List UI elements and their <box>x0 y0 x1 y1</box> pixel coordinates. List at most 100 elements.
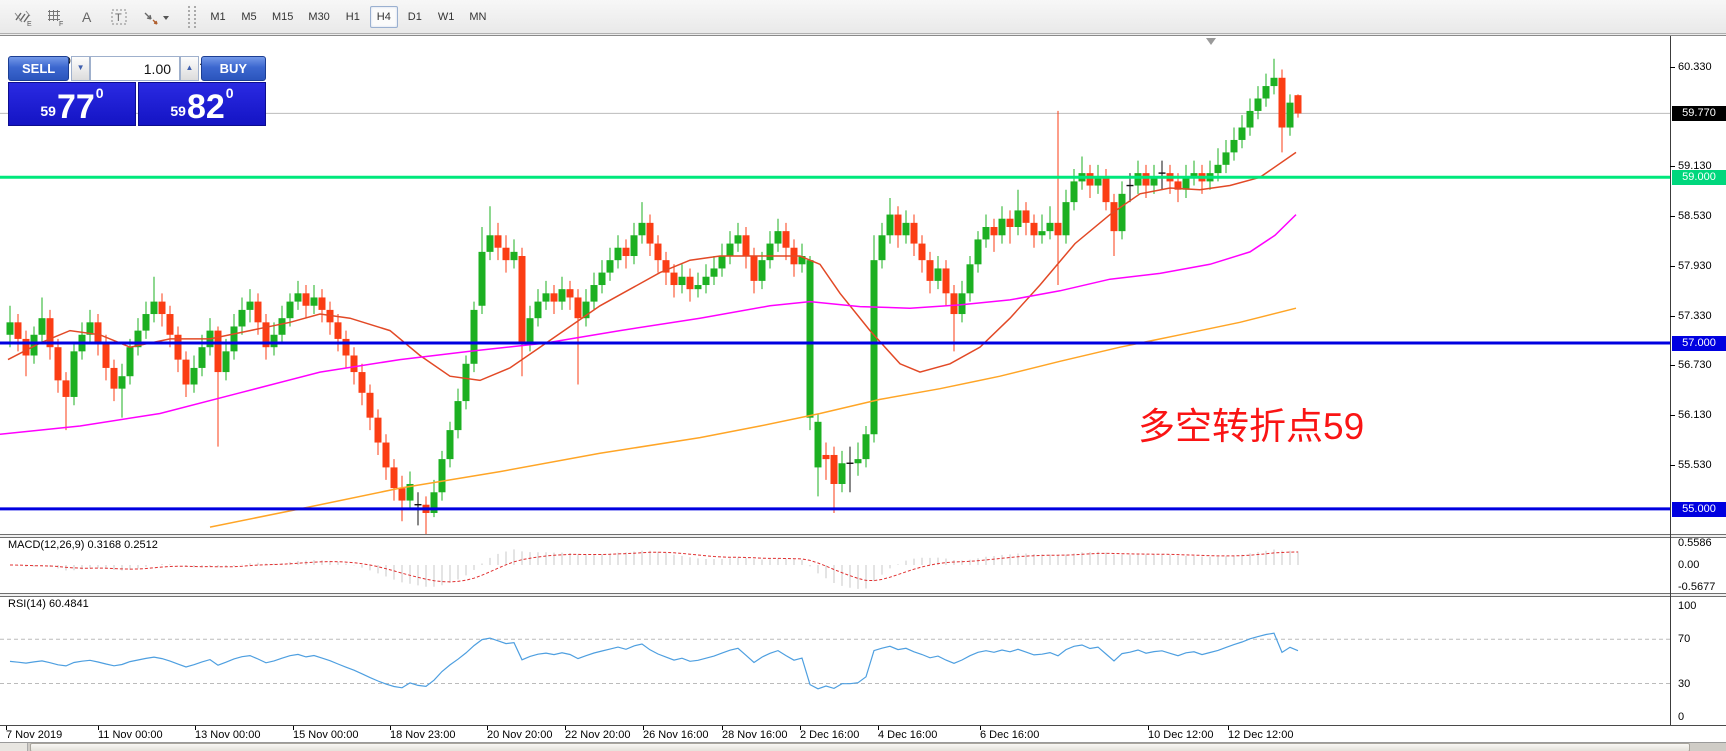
pane-separator[interactable] <box>0 593 1726 597</box>
volume-decrease-button[interactable]: ▼ <box>71 56 91 81</box>
timeframe-button-m5[interactable]: M5 <box>241 10 257 23</box>
text-box-icon: T <box>111 9 127 24</box>
svg-text:T: T <box>115 12 122 24</box>
macd-pane[interactable]: MACD(12,26,9) 0.3168 0.2512 <box>0 538 1726 593</box>
buy-price-display[interactable]: 59 82 0 <box>138 82 266 126</box>
buy-button[interactable]: BUY <box>200 56 266 81</box>
arrows-button[interactable] <box>136 4 176 30</box>
scrollbar-left-box[interactable] <box>0 743 28 751</box>
time-axis-label: 11 Nov 00:00 <box>98 729 163 741</box>
main-chart-pane[interactable] <box>0 36 1726 534</box>
time-axis-label: 20 Nov 20:00 <box>487 729 553 741</box>
timeframe-button-w1[interactable]: W1 <box>437 10 455 23</box>
rsi-axis-label: 30 <box>1678 677 1691 690</box>
chart-window[interactable]: ▲USOil-,H4 59.990 60.000 59.720 59.770 S… <box>0 35 1726 751</box>
time-axis-label: 4 Dec 16:00 <box>878 729 938 741</box>
macd-axis-label: -0.5677 <box>1678 581 1716 594</box>
price-axis-label: 56.730 <box>1678 359 1712 372</box>
time-tick <box>1148 726 1149 730</box>
chart-styles-icon: E <box>14 10 32 27</box>
svg-text:A: A <box>82 9 92 25</box>
timeframe-button-m30[interactable]: M30 <box>308 10 330 23</box>
axis-tick <box>1670 166 1675 168</box>
price-badge-59.770: 59.770 <box>1672 106 1726 122</box>
volume-input[interactable] <box>90 56 181 81</box>
buy-price-sup: 0 <box>225 85 234 101</box>
time-tick <box>390 726 391 730</box>
candles-layer <box>6 58 1302 534</box>
axis-tick <box>1670 415 1675 417</box>
timeframe-button-m15[interactable]: M15 <box>272 10 294 23</box>
macd-chart[interactable] <box>0 538 1726 593</box>
toolbar: E F A T <box>0 0 1726 34</box>
rsi-pane[interactable]: RSI(14) 60.4841 <box>0 597 1726 725</box>
timeframe-button-h1[interactable]: H1 <box>345 10 360 23</box>
time-tick <box>1228 726 1229 730</box>
axis-tick <box>1670 365 1675 367</box>
scrollbar-thumb[interactable] <box>30 743 1690 751</box>
text-label-button[interactable]: A <box>72 4 102 30</box>
axis-tick <box>1670 67 1675 68</box>
timeframe-bar: M1 M5 M15 M30 H1 H4 D1 W1 MN <box>204 5 495 28</box>
time-axis-label: 15 Nov 00:00 <box>293 729 359 741</box>
ma-line-mid <box>0 214 1297 435</box>
toolbar-drag-handle[interactable] <box>188 5 196 28</box>
time-axis-label: 10 Dec 12:00 <box>1148 729 1214 741</box>
price-axis-label: 55.530 <box>1678 458 1712 471</box>
time-tick <box>98 726 99 730</box>
volume-increase-button[interactable]: ▲ <box>180 56 199 81</box>
time-tick <box>487 726 488 730</box>
time-axis-label: 13 Nov 00:00 <box>195 729 261 741</box>
time-tick <box>565 726 566 730</box>
price-badge-57.000: 57.000 <box>1672 336 1726 352</box>
time-axis-label: 26 Nov 16:00 <box>643 729 709 741</box>
timeframe-button-h4[interactable]: H4 <box>369 5 398 28</box>
time-tick <box>722 726 723 730</box>
price-axis-label: 59.130 <box>1678 160 1712 173</box>
chart-shift-marker[interactable] <box>1206 38 1216 45</box>
price-badge-55.000: 55.000 <box>1672 501 1726 517</box>
text-box-button[interactable]: T <box>104 4 134 30</box>
price-axis-label: 60.330 <box>1678 61 1712 73</box>
time-axis-label: 18 Nov 23:00 <box>390 729 456 741</box>
axis-tick <box>1670 315 1675 317</box>
buy-price-small: 59 <box>170 103 186 119</box>
time-tick <box>878 726 879 730</box>
time-tick <box>800 726 801 730</box>
time-tick <box>980 726 981 730</box>
candlestick-chart[interactable] <box>0 36 1726 534</box>
timeframe-button-d1[interactable]: D1 <box>407 10 422 23</box>
time-axis-label: 7 Nov 2019 <box>6 729 63 741</box>
horizontal-scrollbar[interactable] <box>0 742 1726 751</box>
time-tick <box>643 726 644 730</box>
grid-icon: F <box>48 9 63 27</box>
pane-separator[interactable] <box>0 534 1726 538</box>
axis-tick <box>1670 216 1675 218</box>
svg-text:F: F <box>59 21 63 27</box>
time-axis-label: 22 Nov 20:00 <box>565 729 631 741</box>
time-tick <box>195 726 196 730</box>
time-axis-label: 2 Dec 16:00 <box>800 729 860 741</box>
price-badge-59.000: 59.000 <box>1672 170 1726 186</box>
text-label-icon: A <box>82 9 92 25</box>
chart-styles-button[interactable]: E <box>8 4 38 30</box>
time-axis[interactable]: 7 Nov 2019 11 Nov 00:00 13 Nov 00:00 15 Nov… <box>0 725 1726 741</box>
axis-border <box>1670 36 1671 741</box>
time-axis-label: 6 Dec 16:00 <box>980 729 1040 741</box>
axis-tick <box>1670 464 1675 466</box>
arrows-icon <box>144 12 169 25</box>
sell-button[interactable]: SELL <box>8 56 70 81</box>
grid-button[interactable]: F <box>40 4 70 30</box>
ma-line-fast <box>7 151 1297 382</box>
sell-price-sup: 0 <box>95 85 104 101</box>
one-click-trade-panel: SELL ▼ ▲ BUY 59 77 0 59 82 0 <box>8 56 266 126</box>
sell-price-display[interactable]: 59 77 0 <box>8 82 136 126</box>
time-tick <box>6 726 7 730</box>
rsi-line <box>9 632 1299 690</box>
timeframe-button-m1[interactable]: M1 <box>210 10 226 23</box>
price-axis-label: 58.530 <box>1678 210 1712 223</box>
rsi-label: RSI(14) 60.4841 <box>8 598 89 610</box>
timeframe-button-mn[interactable]: MN <box>469 10 487 23</box>
rsi-chart[interactable] <box>0 597 1726 725</box>
